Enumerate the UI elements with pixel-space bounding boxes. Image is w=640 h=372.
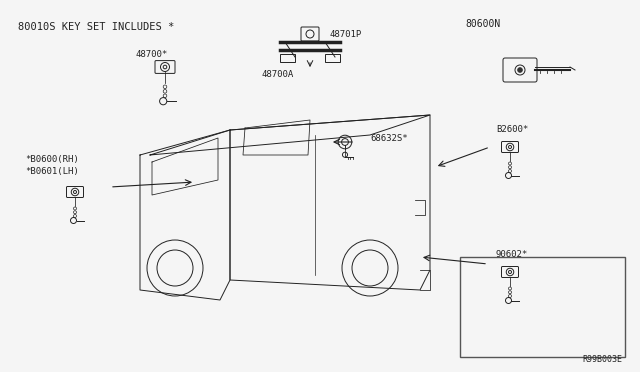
Bar (460, 257, 625, 357)
Text: 90602*: 90602* (496, 250, 528, 259)
Text: 48700*: 48700* (136, 50, 168, 59)
Text: *B0601(LH): *B0601(LH) (25, 167, 79, 176)
Bar (325, 54, 340, 62)
Text: *B0600(RH): *B0600(RH) (25, 155, 79, 164)
Text: 80010S KEY SET INCLUDES *: 80010S KEY SET INCLUDES * (18, 22, 174, 32)
Text: 48700A: 48700A (262, 70, 294, 78)
Text: 68632S*: 68632S* (370, 134, 408, 142)
Text: 48701P: 48701P (330, 29, 362, 38)
Circle shape (518, 67, 522, 73)
Text: B2600*: B2600* (496, 125, 528, 134)
Text: 80600N: 80600N (465, 19, 500, 29)
Text: R99B003E: R99B003E (582, 355, 622, 364)
Bar (280, 54, 295, 62)
